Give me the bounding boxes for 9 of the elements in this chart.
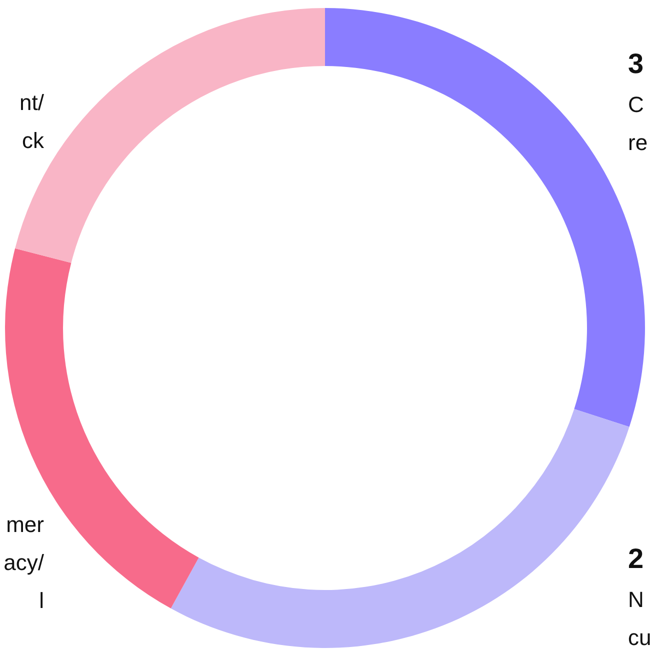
text: 3 (628, 48, 644, 79)
slice-label: mer acy/ l (4, 512, 45, 613)
slice-label: nt/ ck (20, 90, 45, 153)
slice-label: N cu (628, 587, 650, 650)
donut-slice (5, 248, 199, 608)
donut-slice (15, 8, 325, 263)
slice-label: C re (628, 92, 648, 155)
donut-slice (170, 408, 630, 648)
text: 2 (628, 543, 644, 574)
